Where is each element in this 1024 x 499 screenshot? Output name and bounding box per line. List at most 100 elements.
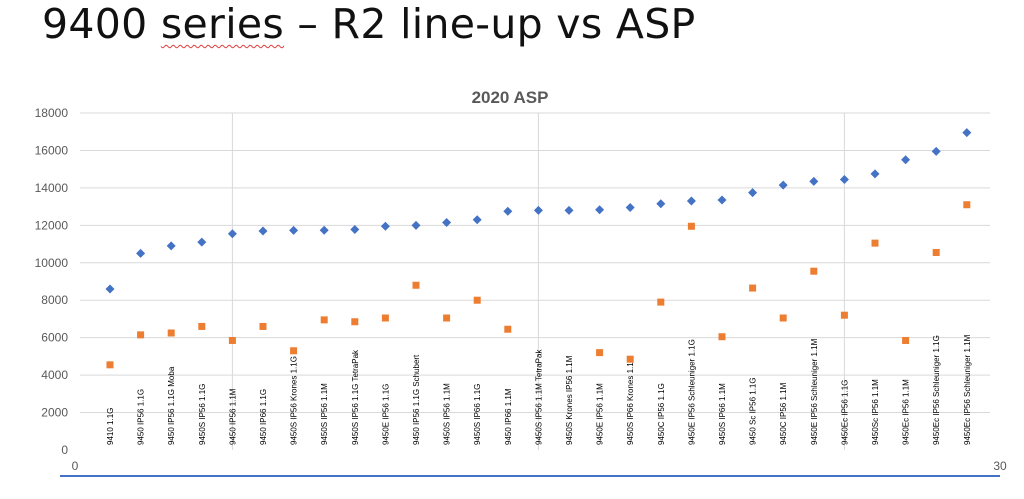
- data-point-diamond: [319, 225, 329, 235]
- data-point-diamond: [595, 205, 605, 215]
- y-tick-label: 2000: [41, 406, 68, 420]
- category-labels: 9410 1.1G 9450 IP56 1.1G 9450 IP56 1.1G Mo…: [106, 334, 972, 445]
- x-tick-label: 0: [72, 459, 79, 473]
- category-gridlines: [231, 113, 845, 450]
- category-label: 9450Ec IP56 1.1G: [840, 380, 849, 445]
- category-label: 9450E IP56 Schleuniger 1.1G: [687, 339, 696, 445]
- data-point-diamond: [748, 188, 758, 198]
- category-label: 9450C IP56 1.1M: [779, 382, 788, 445]
- data-point-diamond: [411, 220, 421, 230]
- data-point-diamond: [686, 196, 696, 206]
- data-point-square: [167, 329, 175, 337]
- y-tick-label: 14000: [35, 181, 69, 195]
- y-tick-label: 6000: [41, 331, 68, 345]
- slide-title-part: – R2 line-up vs ASP: [284, 0, 696, 48]
- category-label: 9450S IP56 1.1M TetraPak: [534, 349, 543, 445]
- data-point-diamond: [350, 224, 360, 234]
- data-point-square: [779, 314, 787, 322]
- x-tick-label: 30: [993, 459, 1007, 473]
- data-point-square: [290, 347, 298, 355]
- category-label: 9450Ec IP56 Schleuniger 1.1G: [932, 335, 941, 445]
- category-label: 9450C IP56 1.1G: [657, 383, 666, 445]
- data-point-diamond: [809, 176, 819, 186]
- category-label: 9410 1.1G: [106, 408, 115, 445]
- data-point-square: [443, 314, 451, 322]
- y-tick-label: 0: [61, 443, 68, 457]
- data-point-square: [718, 333, 726, 341]
- category-label: 9450E IP56 Schleuniger 1.1M: [810, 338, 819, 445]
- data-point-square: [504, 325, 512, 333]
- data-point-square: [840, 311, 848, 319]
- data-point-square: [810, 267, 818, 275]
- category-label: 9450S IP56 1.1M: [320, 383, 329, 445]
- category-label: 9450S IP66 1.1G: [473, 384, 482, 445]
- data-point-square: [198, 322, 206, 330]
- data-point-square: [473, 296, 481, 304]
- data-point-diamond: [564, 205, 574, 215]
- y-tick-label: 8000: [41, 293, 68, 307]
- data-points: [105, 128, 972, 369]
- data-point-square: [137, 331, 145, 339]
- category-label: 9450Ec IP56 Schleuniger 1.1M: [963, 334, 972, 445]
- data-point-diamond: [870, 169, 880, 179]
- data-point-square: [228, 336, 236, 344]
- data-point-diamond: [533, 205, 543, 215]
- data-point-diamond: [197, 237, 207, 247]
- data-point-square: [963, 201, 971, 209]
- slide-title: 9400 series – R2 line-up vs ASP: [42, 0, 696, 48]
- y-tick-label: 18000: [35, 106, 69, 120]
- category-label: 9450 IP56 1.1G: [137, 389, 146, 445]
- data-point-square: [351, 318, 359, 326]
- data-point-square: [412, 281, 420, 289]
- category-label: 9450S IP66 1.1M: [718, 383, 727, 445]
- category-label: 9450 Sc IP56 1.1G: [749, 377, 758, 445]
- category-label: 9450Sc IP56 1.1M: [871, 379, 880, 445]
- data-point-diamond: [380, 221, 390, 231]
- category-label: 9450S IP56 1.1M: [443, 383, 452, 445]
- data-point-diamond: [472, 215, 482, 225]
- data-point-diamond: [839, 174, 849, 184]
- category-label: 9450S Krones IP56 1.1M: [565, 355, 574, 445]
- chart-title: 2020 ASP: [472, 88, 549, 107]
- category-label: 9450 IP66 1.1G: [259, 389, 268, 445]
- data-point-diamond: [931, 146, 941, 156]
- data-point-diamond: [442, 218, 452, 228]
- category-label: 9450 IP56 1.1G Schubert: [412, 354, 421, 445]
- category-label: 9450E IP56 1.1G: [381, 384, 390, 445]
- category-label: 9450S IP56 1.1G TetraPak: [351, 349, 360, 445]
- y-tick-label: 16000: [35, 143, 69, 157]
- slide-title-squiggle-word: series: [160, 0, 285, 48]
- data-point-diamond: [258, 226, 268, 236]
- slide-title-part: 9400: [42, 0, 161, 48]
- data-point-square: [657, 298, 665, 306]
- data-point-diamond: [778, 180, 788, 190]
- data-point-square: [381, 314, 389, 322]
- data-point-diamond: [625, 203, 635, 213]
- y-axis-ticks: 0 2000 4000 6000 8000 10000 12000 14000 16000 180…: [35, 106, 69, 457]
- data-point-square: [259, 322, 267, 330]
- data-point-square: [932, 248, 940, 256]
- data-point-square: [596, 349, 604, 357]
- data-point-square: [106, 361, 114, 369]
- category-label: 9450Ec IP56 1.1M: [902, 379, 911, 445]
- data-point-diamond: [227, 229, 237, 239]
- data-point-square: [871, 239, 879, 247]
- data-point-diamond: [717, 195, 727, 205]
- data-point-diamond: [656, 199, 666, 209]
- category-label: 9450S IP56 Krones 1.1G: [290, 356, 299, 445]
- data-point-square: [687, 222, 695, 230]
- data-point-square: [749, 284, 757, 292]
- category-label: 9450S IP66 Krones 1.1G: [626, 356, 635, 445]
- category-label: 9450 IP66 1.1M: [504, 388, 513, 445]
- data-point-diamond: [105, 284, 115, 294]
- y-tick-label: 12000: [35, 218, 69, 232]
- category-label: 9450E IP56 1.1M: [596, 383, 605, 445]
- x-axis: 0 30: [60, 459, 1007, 477]
- data-point-diamond: [136, 248, 146, 258]
- y-tick-label: 10000: [35, 256, 69, 270]
- category-label: 9450S IP56 1.1G: [198, 384, 207, 445]
- y-tick-label: 4000: [41, 368, 68, 382]
- data-point-square: [902, 336, 910, 344]
- data-point-diamond: [901, 155, 911, 165]
